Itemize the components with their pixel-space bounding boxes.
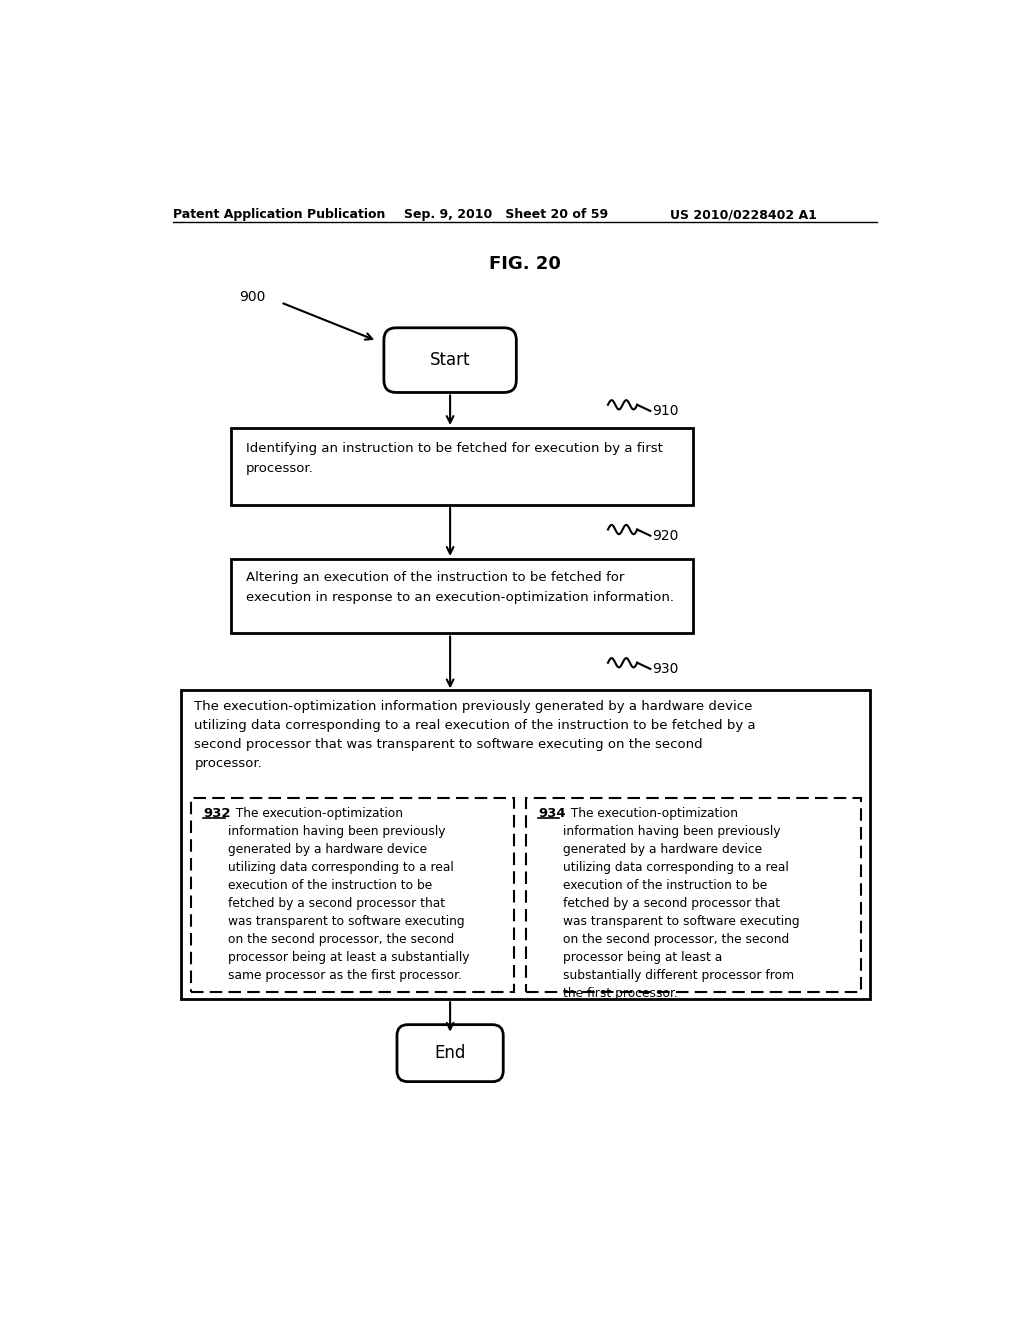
- Bar: [230, 558, 692, 634]
- Text: 930: 930: [652, 661, 679, 676]
- Text: The execution-optimization information previously generated by a hardware device: The execution-optimization information p…: [195, 701, 756, 771]
- FancyBboxPatch shape: [397, 1024, 503, 1081]
- Text: 910: 910: [652, 404, 679, 418]
- Text: 934: 934: [538, 807, 565, 820]
- Text: 932: 932: [203, 807, 230, 820]
- Text: Sep. 9, 2010   Sheet 20 of 59: Sep. 9, 2010 Sheet 20 of 59: [403, 209, 608, 222]
- Text: 920: 920: [652, 529, 679, 543]
- Text: 900: 900: [239, 290, 265, 304]
- Text: The execution-optimization
information having been previously
generated by a har: The execution-optimization information h…: [227, 807, 469, 982]
- Bar: [190, 797, 514, 991]
- Bar: [230, 428, 692, 506]
- FancyBboxPatch shape: [384, 327, 516, 392]
- Bar: [180, 689, 869, 999]
- Text: The execution-optimization
information having been previously
generated by a har: The execution-optimization information h…: [562, 807, 799, 999]
- Text: Altering an execution of the instruction to be fetched for
execution in response: Altering an execution of the instruction…: [246, 572, 674, 605]
- Text: US 2010/0228402 A1: US 2010/0228402 A1: [670, 209, 816, 222]
- Text: Start: Start: [430, 351, 470, 370]
- Bar: [525, 797, 860, 991]
- Text: Identifying an instruction to be fetched for execution by a first
processor.: Identifying an instruction to be fetched…: [246, 442, 663, 475]
- Text: End: End: [434, 1044, 466, 1063]
- Text: Patent Application Publication: Patent Application Publication: [173, 209, 385, 222]
- Text: FIG. 20: FIG. 20: [488, 255, 561, 273]
